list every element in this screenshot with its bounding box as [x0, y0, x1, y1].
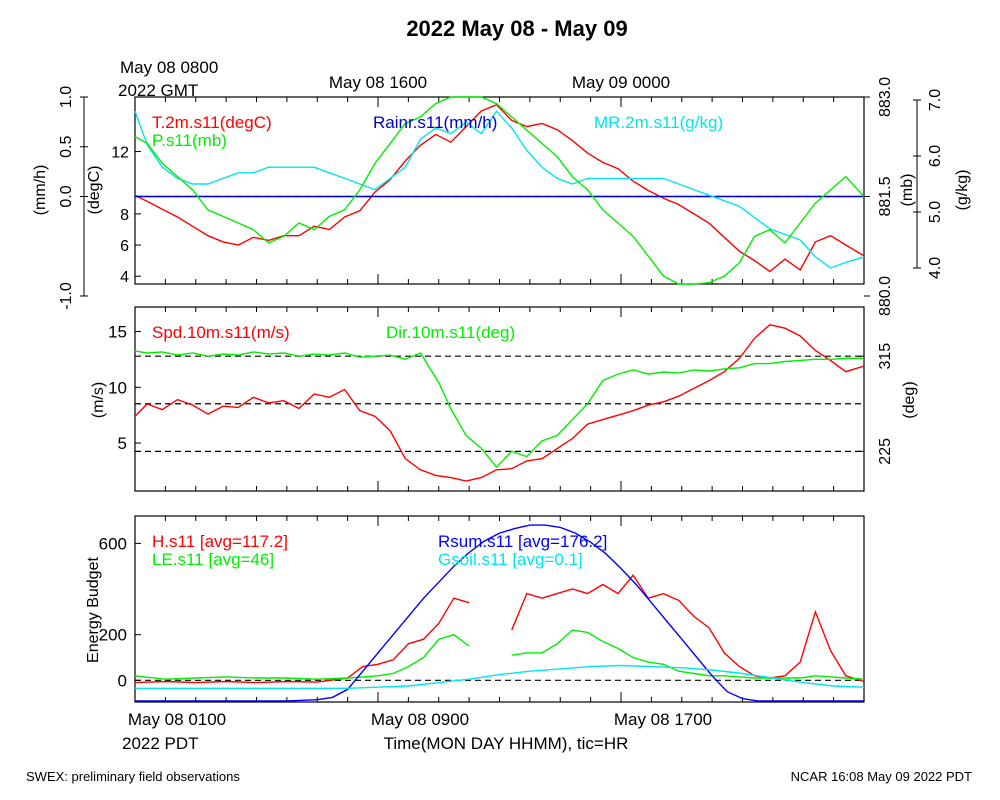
direction-axis-tick-label: 315 [877, 343, 894, 370]
mixing-ratio-axis-tick-label: 7.0 [927, 89, 944, 111]
rain-axis-tick-label: 1.0 [58, 86, 75, 108]
met-series-line-3 [134, 110, 865, 269]
mixing-ratio-axis-tick-label: 6.0 [927, 145, 944, 167]
temp-axis-label: (degC) [86, 166, 103, 215]
speed-axis-tick-label: 5 [118, 434, 127, 453]
energy-series-line-1 [134, 574, 865, 684]
temp-axis-tick-label: 4 [120, 269, 129, 286]
pressure-axis-tick-label: 881.5 [877, 176, 894, 216]
temp-axis-tick-label: 12 [111, 145, 129, 162]
mixing-ratio-axis-label: (g/kg) [954, 170, 971, 211]
x-tick-label: May 08 0900 [371, 710, 469, 729]
top-time-mid: May 08 1600 [329, 73, 427, 92]
pressure-axis-tick-label: 883.0 [877, 77, 894, 117]
top-time-start-line2: 2022 GMT [118, 81, 198, 100]
legend-latent-heat: LE.s11 [avg=46] [152, 550, 274, 569]
mixing-ratio-axis-tick-label: 4.0 [927, 257, 944, 279]
wind-speed-line [134, 324, 865, 482]
legend-sensible-heat: H.s11 [avg=117.2] [152, 532, 288, 551]
top-time-start-line1: May 08 0800 [120, 58, 218, 77]
temp-axis-tick-label: 8 [120, 207, 129, 224]
met-series-line-4 [134, 96, 865, 285]
direction-axis-label: (deg) [901, 381, 918, 418]
x-tick-label: May 08 0100 [128, 710, 226, 729]
pressure-axis-tick-label: 880.0 [877, 276, 894, 316]
met-series-line-1 [134, 103, 865, 273]
legend-pressure: P.s11(mb) [152, 131, 227, 150]
energy-axis-tick-label: 600 [99, 534, 127, 553]
x-axis-label: Time(MON DAY HHMM), tic=HR [384, 734, 629, 753]
x-tick-sublabel: 2022 PDT [122, 734, 199, 753]
rain-axis-tick-label: -1.0 [58, 282, 75, 310]
energy-series-line-4 [135, 664, 865, 689]
chart-title: 2022 May 08 - May 09 [406, 16, 627, 41]
legend-wind-speed: Spd.10m.s11(m/s) [152, 323, 290, 342]
legend-temperature: T.2m.s11(degC) [152, 113, 272, 132]
mixing-ratio-axis-tick-label: 5.0 [927, 201, 944, 223]
energy-series-line-2 [134, 629, 865, 680]
speed-axis-label: (m/s) [90, 382, 107, 418]
x-tick-label: May 08 1700 [614, 710, 712, 729]
energy-axis-tick-label: 200 [99, 626, 127, 645]
direction-axis-tick-label: 225 [877, 438, 894, 465]
legend-rain: Rainr.s11(mm/h) [373, 113, 497, 132]
speed-axis-tick-label: 15 [108, 323, 127, 342]
legend-mixing-ratio: MR.2m.s11(g/kg) [594, 113, 723, 132]
speed-axis-tick-label: 10 [108, 378, 127, 397]
pressure-axis-label: (mb) [899, 174, 916, 207]
rain-axis-tick-label: 0.5 [58, 136, 75, 158]
legend-soil-heat: Gsoil.s11 [avg=0.1] [438, 550, 583, 569]
energy-axis-tick-label: 0 [118, 671, 127, 690]
footer-right: NCAR 16:08 May 09 2022 PDT [791, 769, 972, 784]
legend-wind-direction: Dir.10m.s11(deg) [386, 323, 515, 342]
rain-axis-label: (mm/h) [32, 165, 49, 216]
wind-direction-line [134, 350, 864, 469]
energy-axis-label: Energy Budget [85, 557, 102, 663]
footer-left: SWEX: preliminary field observations [26, 769, 240, 784]
temp-axis-tick-label: 6 [120, 238, 129, 255]
energy-series-line-3 [135, 524, 864, 702]
legend-net-radiation: Rsum.s11 [avg=176.2] [438, 532, 607, 551]
rain-axis-tick-label: 0.0 [58, 185, 75, 207]
top-time-end: May 09 0000 [572, 73, 670, 92]
